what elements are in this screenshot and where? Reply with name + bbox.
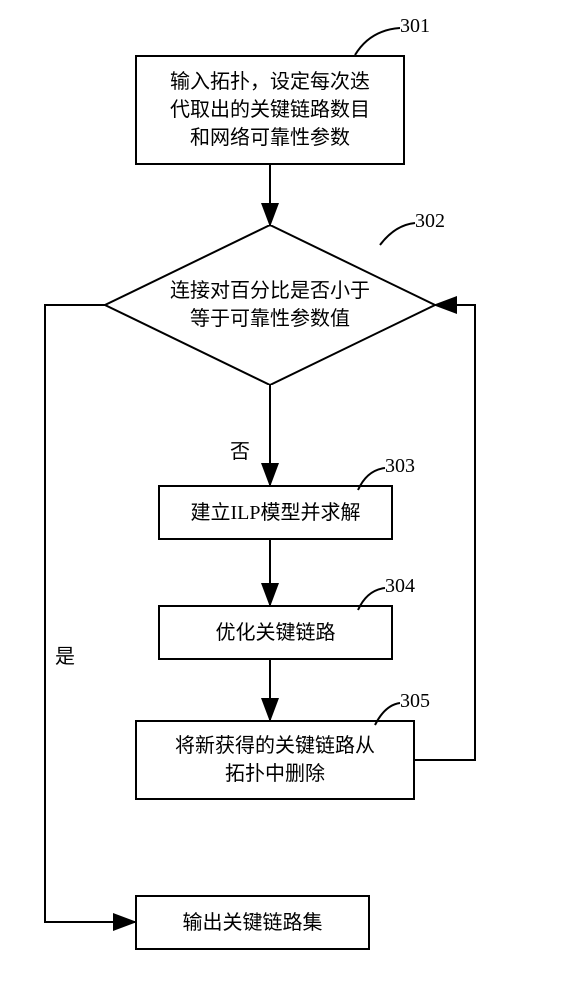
node-remove-label: 将新获得的关键链路从拓扑中删除 — [175, 732, 375, 788]
step-label-301: 301 — [400, 15, 430, 38]
edge-label-no: 否 — [230, 435, 250, 464]
step-label-305: 305 — [400, 690, 430, 713]
callout-301-icon — [355, 28, 400, 55]
node-optimize-label: 优化关键链路 — [216, 619, 336, 647]
node-input-label: 输入拓扑，设定每次迭代取出的关键链路数目和网络可靠性参数 — [170, 68, 370, 152]
node-input: 输入拓扑，设定每次迭代取出的关键链路数目和网络可靠性参数 — [135, 55, 405, 165]
step-label-304: 304 — [385, 575, 415, 598]
step-label-303: 303 — [385, 455, 415, 478]
node-output: 输出关键链路集 — [135, 895, 370, 950]
edge-label-yes: 是 — [55, 640, 75, 669]
edge-302-output — [45, 305, 135, 922]
node-ilp: 建立ILP模型并求解 — [158, 485, 393, 540]
node-remove: 将新获得的关键链路从拓扑中删除 — [135, 720, 415, 800]
node-ilp-label: 建立ILP模型并求解 — [191, 499, 361, 527]
node-decision-label: 连接对百分比是否小于等于可靠性参数值 — [170, 277, 370, 333]
flowchart-container: 输入拓扑，设定每次迭代取出的关键链路数目和网络可靠性参数 301 连接对百分比是… — [0, 0, 562, 1000]
node-decision: 连接对百分比是否小于等于可靠性参数值 — [105, 225, 435, 385]
node-optimize: 优化关键链路 — [158, 605, 393, 660]
step-label-302: 302 — [415, 210, 445, 233]
node-output-label: 输出关键链路集 — [183, 909, 323, 937]
